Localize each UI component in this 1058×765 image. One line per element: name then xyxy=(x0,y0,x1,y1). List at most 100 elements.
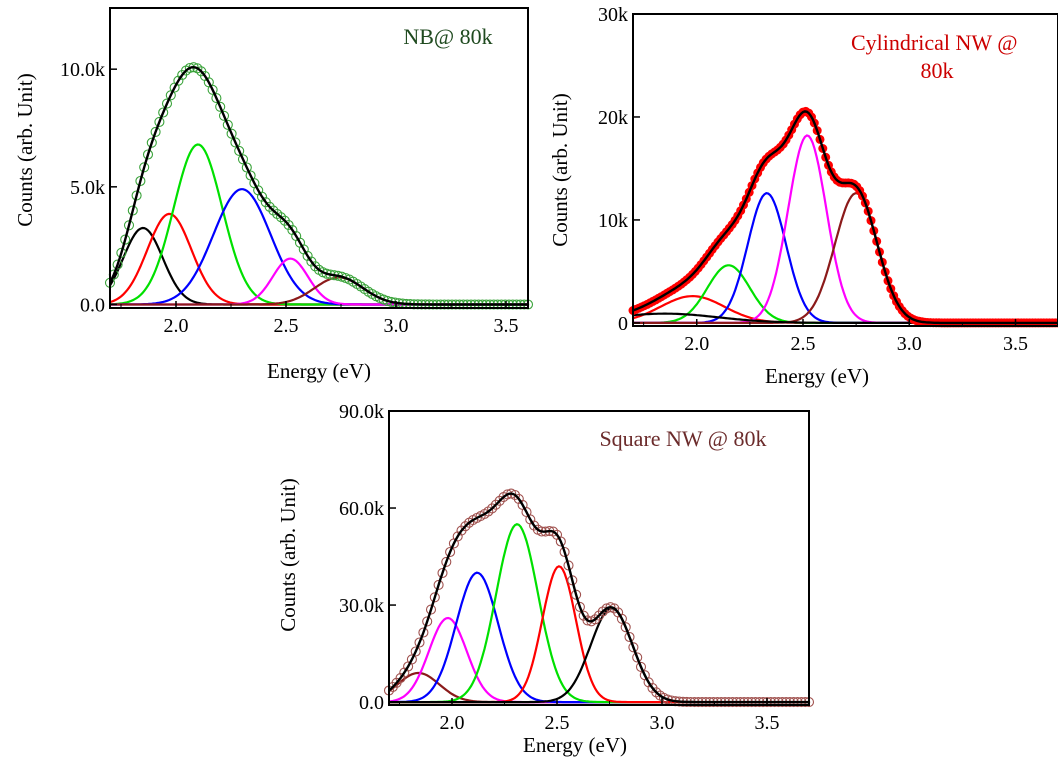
data-point-square xyxy=(410,646,421,657)
y-tick-label-square: 30.0k xyxy=(339,595,384,617)
chart-title-square-line-1: Square NW @ 80k xyxy=(599,426,766,451)
data-point-nb xyxy=(150,126,161,137)
data-point-nb xyxy=(226,128,237,139)
data-point-square xyxy=(441,556,452,567)
data-point-nb xyxy=(283,219,294,231)
data-point-nb xyxy=(142,149,154,160)
y-tick-label-square: 60.0k xyxy=(339,498,384,520)
y-axis-label-nb: Counts (arb. Unit) xyxy=(13,73,37,226)
peak-curve-square-2 xyxy=(388,616,809,704)
x-tick-label-cylindrical: 2.5 xyxy=(791,333,816,355)
y-ticks-square: 0.0 30.0k 60.0k 90.0k xyxy=(339,401,396,714)
peak-curve-cylindrical-4 xyxy=(633,134,1058,324)
y-ticks-nb: 0.0 5.0k 10.0k xyxy=(60,59,117,316)
markers-cylindrical xyxy=(628,106,1058,328)
data-point-square xyxy=(422,616,433,627)
data-point-square xyxy=(490,499,501,510)
data-point-nb xyxy=(173,75,184,86)
chart-panel-square: 2.0 2.5 3.0 3.5 0.0 30.0k 60.0k 90.0k Energy (… xyxy=(276,401,815,757)
data-point-nb xyxy=(230,137,241,148)
data-point-square xyxy=(460,521,471,532)
data-point-nb xyxy=(234,145,245,156)
data-point-square xyxy=(628,642,639,653)
fit-curve-cylindrical xyxy=(632,110,1058,325)
y-tick-label-cylindrical: 10k xyxy=(598,210,628,232)
x-tick-label-square: 2.5 xyxy=(545,712,570,734)
data-point-nb xyxy=(310,261,321,272)
y-tick-label-square: 90.0k xyxy=(339,401,384,423)
x-ticks-cylindrical: 2.0 2.5 3.0 3.5 xyxy=(643,319,1028,355)
data-point-nb xyxy=(275,212,287,223)
fit-curve-nb xyxy=(108,65,528,306)
x-tick-label-nb: 3.0 xyxy=(384,315,409,337)
peak-curve-square-3 xyxy=(389,571,809,704)
plot-frame-square xyxy=(388,410,810,706)
y-tick-label-cylindrical: 30k xyxy=(598,4,628,26)
data-point-square xyxy=(624,631,635,643)
y-tick-label-cylindrical: 0 xyxy=(618,313,628,335)
data-point-square xyxy=(414,637,425,648)
data-point-square xyxy=(487,503,498,514)
x-tick-label-nb: 2.5 xyxy=(274,315,299,337)
data-point-nb xyxy=(264,201,275,212)
curves-nb xyxy=(109,143,528,306)
data-point-nb xyxy=(139,162,150,173)
data-point-nb xyxy=(211,93,222,104)
data-point-square xyxy=(635,661,647,672)
chart-title-nb-line-1: NB@ 80k xyxy=(403,24,492,49)
data-point-nb xyxy=(154,116,165,127)
x-tick-label-cylindrical: 3.0 xyxy=(897,333,922,355)
data-point-square xyxy=(616,613,627,624)
x-axis-label-cylindrical: Energy (eV) xyxy=(765,364,869,388)
plot-frame-nb xyxy=(109,7,529,309)
peak-curve-nb-4 xyxy=(110,188,528,306)
curves-cylindrical xyxy=(632,134,1058,324)
data-point-square xyxy=(494,495,505,506)
data-point-nb xyxy=(218,110,230,121)
x-tick-label-nb: 3.5 xyxy=(494,315,519,337)
x-ticks-square: 2.0 2.5 3.0 3.5 xyxy=(399,698,780,734)
data-point-square xyxy=(395,673,406,684)
markers-square xyxy=(383,488,815,708)
x-axis-label-nb: Energy (eV) xyxy=(267,359,371,383)
data-point-square xyxy=(651,687,662,698)
data-point-nb xyxy=(222,119,233,130)
y-tick-label-nb: 0.0 xyxy=(80,294,105,316)
data-point-nb xyxy=(268,205,279,216)
y-axis-label-square: Counts (arb. Unit) xyxy=(276,478,300,631)
data-point-square xyxy=(433,579,444,590)
data-point-square xyxy=(406,654,417,665)
y-ticks-cylindrical: 0 10k 20k 30k xyxy=(598,4,640,335)
data-point-square xyxy=(590,614,601,625)
data-point-nb xyxy=(241,162,252,173)
chart-panel-cylindrical: 2.0 2.5 3.0 3.5 0 10k 20k 30k Energy (eV) Coun… xyxy=(548,4,1058,388)
data-point-nb xyxy=(112,259,123,270)
chart-title-nb: NB@ 80k xyxy=(403,24,492,49)
x-tick-label-cylindrical: 2.0 xyxy=(684,333,709,355)
chart-title-square: Square NW @ 80k xyxy=(599,426,766,451)
data-point-square xyxy=(632,652,643,663)
plot-frame-cylindrical xyxy=(632,13,1058,327)
chart-title-cylindrical: Cylindrical NW @ 80k xyxy=(851,30,1023,83)
data-point-square xyxy=(445,546,456,558)
data-point-square xyxy=(452,531,463,542)
chart-title-cylindrical-line-2: 80k xyxy=(921,58,954,83)
x-tick-label-square: 3.0 xyxy=(650,712,675,734)
data-point-nb xyxy=(215,101,226,112)
y-tick-label-cylindrical: 20k xyxy=(598,107,628,129)
data-point-square xyxy=(437,567,448,579)
data-point-square xyxy=(620,622,631,633)
data-point-nb xyxy=(207,84,218,95)
x-axis-label-square: Energy (eV) xyxy=(523,733,627,757)
data-point-nb xyxy=(302,250,313,261)
data-point-square xyxy=(574,601,585,612)
data-point-nb xyxy=(256,191,268,202)
y-tick-label-nb: 5.0k xyxy=(70,177,105,199)
chart-title-cylindrical-line-1: Cylindrical NW @ xyxy=(851,30,1018,55)
y-tick-label-square: 0.0 xyxy=(359,692,384,714)
data-point-square xyxy=(429,592,440,603)
data-point-square xyxy=(555,536,566,547)
data-point-nb xyxy=(237,154,249,165)
y-axis-label-cylindrical: Counts (arb. Unit) xyxy=(548,93,572,246)
